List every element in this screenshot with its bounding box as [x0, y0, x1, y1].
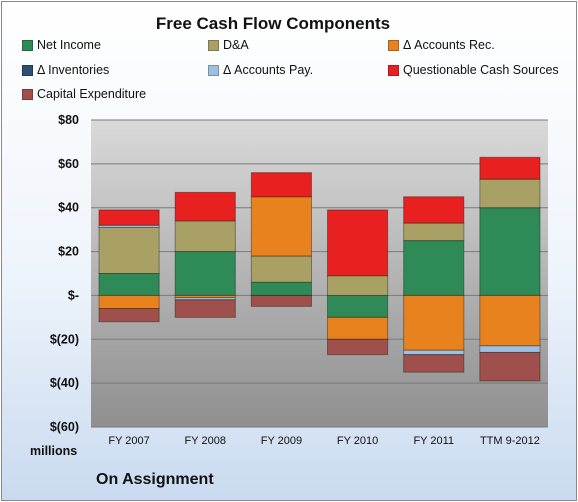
legend-item: Δ Accounts Pay.	[208, 63, 313, 77]
chart-title: Free Cash Flow Components	[155, 14, 391, 33]
bar-segment	[403, 294, 465, 351]
bar-segment	[479, 294, 541, 347]
bar-segment	[326, 316, 389, 340]
legend-item: Questionable Cash Sources	[388, 63, 559, 77]
x-tick-label: FY 2010	[337, 435, 378, 447]
legend-label: Capital Expenditure	[37, 87, 147, 101]
bar-segment	[174, 299, 236, 318]
bar-segment	[98, 294, 160, 310]
bar-segment	[98, 226, 160, 274]
legend-swatch	[208, 39, 219, 51]
x-tick-label: FY 2009	[261, 435, 302, 447]
bar-segment	[403, 354, 465, 373]
bar-segment	[479, 351, 541, 382]
bar-segment	[174, 220, 236, 253]
legend-item: Capital Expenditure	[22, 87, 146, 101]
bar-segment	[403, 222, 465, 242]
legend-swatch	[388, 39, 399, 51]
legend-swatch	[208, 64, 219, 76]
bar-segment	[98, 273, 160, 296]
y-tick-label: $40	[58, 201, 79, 215]
legend-swatch	[388, 64, 399, 76]
x-tick-label: FY 2011	[413, 435, 454, 447]
bar-segment	[250, 196, 313, 257]
bar-segment	[98, 308, 160, 323]
bar-segment	[326, 294, 389, 318]
legend-label: Δ Inventories	[37, 63, 110, 77]
legend-label: Δ Accounts Pay.	[223, 63, 314, 77]
y-tick-label: $80	[58, 113, 79, 127]
legend-label: D&A	[223, 38, 249, 52]
bar-segment	[250, 294, 313, 307]
bar-segment	[250, 172, 313, 198]
bar-segment	[326, 275, 389, 296]
bar-segment	[479, 156, 541, 180]
legend-label: Net Income	[37, 38, 101, 52]
bar-segment	[174, 191, 236, 222]
bar-segment	[326, 209, 389, 277]
x-tick-label: TTM 9-2012	[480, 435, 540, 447]
company-name: On Assignment	[96, 471, 214, 488]
legend-item: Δ Accounts Rec.	[388, 38, 495, 52]
bar-segment	[479, 207, 541, 296]
bar-segment	[250, 281, 313, 296]
legend-swatch	[22, 39, 33, 51]
bar-segment	[479, 178, 541, 209]
legend-swatch	[22, 88, 33, 100]
bar-segment	[174, 251, 236, 296]
bar-segment	[98, 209, 160, 226]
y-tick-label: $(20)	[50, 332, 79, 346]
x-tick-label: FY 2007	[108, 435, 149, 447]
legend-item: Δ Inventories	[22, 63, 109, 77]
y-tick-label: $60	[58, 157, 79, 171]
x-tick-label: FY 2008	[185, 435, 226, 447]
bar-segment	[479, 345, 541, 353]
legend-item: Net Income	[22, 38, 101, 52]
plot-area	[91, 120, 548, 427]
y-units-label: millions	[30, 444, 78, 458]
y-tick-label: $(40)	[50, 376, 79, 390]
bar-segment	[403, 196, 465, 224]
bar-segment	[250, 255, 313, 283]
bar-segment	[403, 240, 465, 296]
y-tick-label: $(60)	[50, 420, 79, 434]
bar-segment	[326, 338, 389, 356]
legend-label: Δ Accounts Rec.	[403, 38, 495, 52]
y-tick-label: $-	[68, 288, 79, 302]
y-tick-label: $20	[58, 245, 79, 259]
bar-segment	[403, 349, 465, 356]
legend-swatch	[22, 64, 33, 76]
legend-item: D&A	[208, 38, 249, 52]
legend-label: Questionable Cash Sources	[403, 63, 559, 77]
